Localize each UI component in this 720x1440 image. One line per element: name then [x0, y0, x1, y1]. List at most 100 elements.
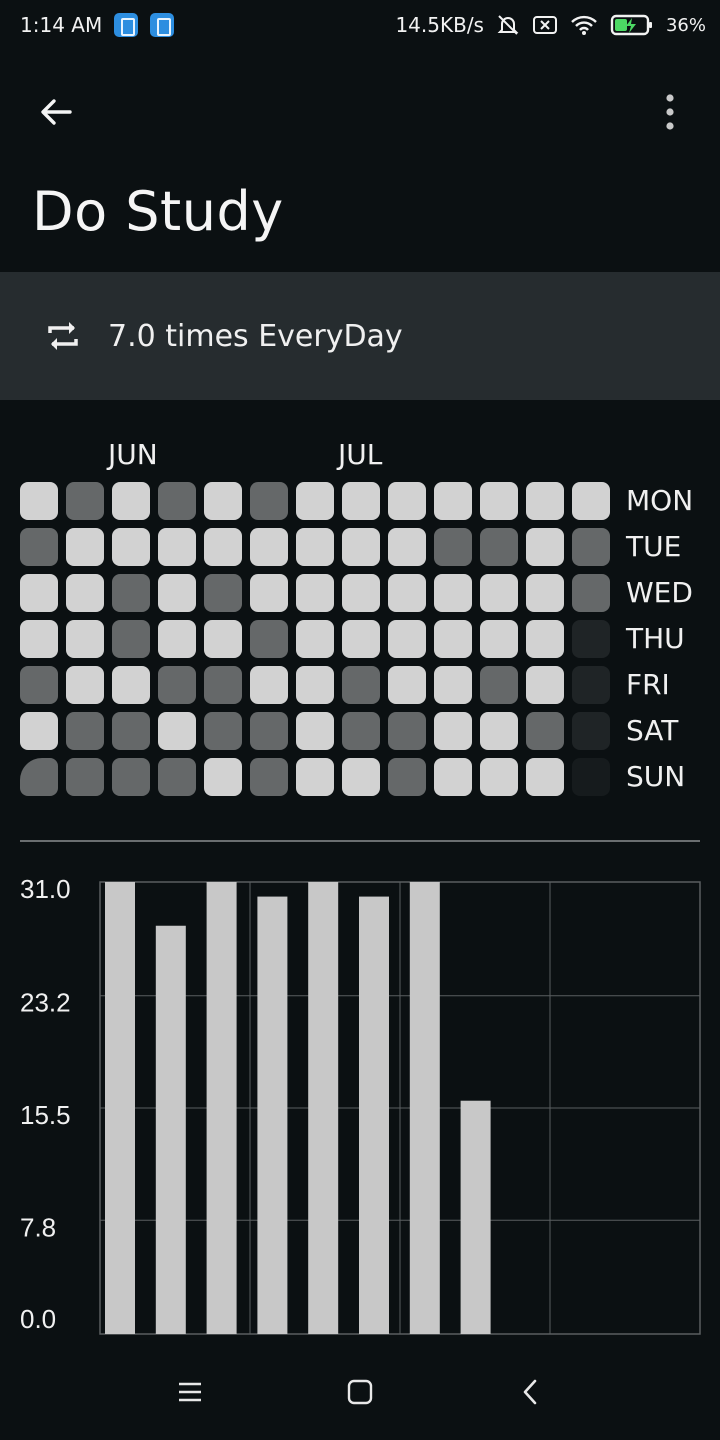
heatmap-cell [296, 620, 334, 658]
heatmap-cell [204, 712, 242, 750]
y-tick-label: 7.8 [20, 1212, 56, 1242]
status-right: 14.5KB/s 36% [395, 13, 706, 37]
heatmap-cell [296, 712, 334, 750]
status-time: 1:14 AM [20, 13, 103, 37]
chart-bar [308, 882, 339, 1334]
heatmap-cell [480, 758, 518, 796]
heatmap-cell [66, 528, 104, 566]
heatmap-cell [526, 712, 564, 750]
status-left: 1:14 AM [20, 13, 175, 37]
bell-muted-icon [496, 13, 520, 37]
heatmap-cell [158, 758, 196, 796]
back-button[interactable] [28, 84, 84, 140]
heatmap-cell [296, 758, 334, 796]
battery-percent: 36% [665, 14, 706, 36]
home-button[interactable] [335, 1367, 385, 1417]
heatmap-cell [66, 482, 104, 520]
chart-bar [460, 1100, 491, 1334]
heatmap-cell [480, 528, 518, 566]
heatmap-cell [158, 528, 196, 566]
chart-bar [206, 882, 237, 1334]
heatmap-cell [20, 712, 58, 750]
heatmap-cell [250, 712, 288, 750]
heatmap-cell [158, 574, 196, 612]
heatmap-cell [434, 528, 472, 566]
heatmap-cell [342, 758, 380, 796]
more-options-button[interactable] [648, 84, 692, 140]
heatmap-cell [112, 528, 150, 566]
heatmap-cell [204, 528, 242, 566]
heatmap-cell [20, 620, 58, 658]
day-label: SAT [626, 714, 679, 747]
chart-bar [257, 896, 288, 1334]
heatmap-cell [250, 528, 288, 566]
chart-bar [409, 882, 440, 1334]
heatmap-cell [388, 758, 426, 796]
heatmap-cell [480, 574, 518, 612]
heatmap-cell [342, 482, 380, 520]
heatmap-cell [434, 482, 472, 520]
heatmap-cell [434, 620, 472, 658]
heatmap-cell [250, 620, 288, 658]
heatmap-cell [572, 528, 610, 566]
heatmap-cell [66, 574, 104, 612]
frequency-panel: 7.0 times EveryDay [0, 272, 720, 400]
heatmap-cell [572, 758, 610, 796]
heatmap-cell [342, 574, 380, 612]
chart-bar [105, 882, 135, 1334]
heatmap-cell [158, 620, 196, 658]
heatmap-cell [342, 528, 380, 566]
heatmap-cell [296, 574, 334, 612]
y-tick-label: 15.5 [20, 1100, 71, 1130]
heatmap-cell [526, 528, 564, 566]
heatmap-cell [112, 482, 150, 520]
heatmap-cell [112, 712, 150, 750]
heatmap-cell [20, 666, 58, 704]
heatmap-cell [572, 574, 610, 612]
heatmap-cell [434, 574, 472, 612]
heatmap-cell [158, 666, 196, 704]
frequency-text: 7.0 times EveryDay [108, 318, 403, 354]
heatmap-cell [66, 666, 104, 704]
heatmap-cell [204, 620, 242, 658]
app-notification-icon [114, 13, 139, 37]
heatmap-cell [296, 666, 334, 704]
heatmap-cell [480, 712, 518, 750]
bar-chart-svg: 31.0 23.2 15.5 7.8 0.0 [20, 874, 701, 1335]
heatmap-cell [572, 666, 610, 704]
heatmap-cell [112, 666, 150, 704]
heatmap-cell [112, 620, 150, 658]
month-label: JUN [108, 438, 158, 471]
heatmap-cell [204, 482, 242, 520]
heatmap-cell [204, 574, 242, 612]
page-title: Do Study [32, 180, 284, 243]
heatmap-cell [250, 574, 288, 612]
score-bar-chart: 31.0 23.2 15.5 7.8 0.0 [0, 860, 720, 1350]
day-label: WED [626, 576, 693, 609]
heatmap-cell [572, 620, 610, 658]
system-nav-bar [0, 1344, 720, 1440]
recents-button[interactable] [165, 1367, 215, 1417]
heatmap-cell [388, 666, 426, 704]
app-notification-icon [150, 13, 175, 37]
heatmap-cell [434, 758, 472, 796]
heatmap-cell [204, 758, 242, 796]
heatmap-cell [20, 574, 58, 612]
system-back-button[interactable] [505, 1367, 555, 1417]
day-label: FRI [626, 668, 670, 701]
heatmap-cell [526, 574, 564, 612]
repeat-icon [48, 322, 78, 350]
heatmap-cell [296, 528, 334, 566]
section-divider [20, 840, 700, 842]
heatmap-cell [204, 666, 242, 704]
sim-x-icon [532, 14, 558, 36]
heatmap-cell [388, 620, 426, 658]
wifi-icon [570, 14, 598, 36]
heatmap-cell [66, 712, 104, 750]
day-label: TUE [626, 530, 682, 563]
day-label: SUN [626, 760, 686, 793]
heatmap-cell [388, 574, 426, 612]
heatmap-cell [480, 666, 518, 704]
heatmap-cell [158, 482, 196, 520]
heatmap-cell [342, 666, 380, 704]
